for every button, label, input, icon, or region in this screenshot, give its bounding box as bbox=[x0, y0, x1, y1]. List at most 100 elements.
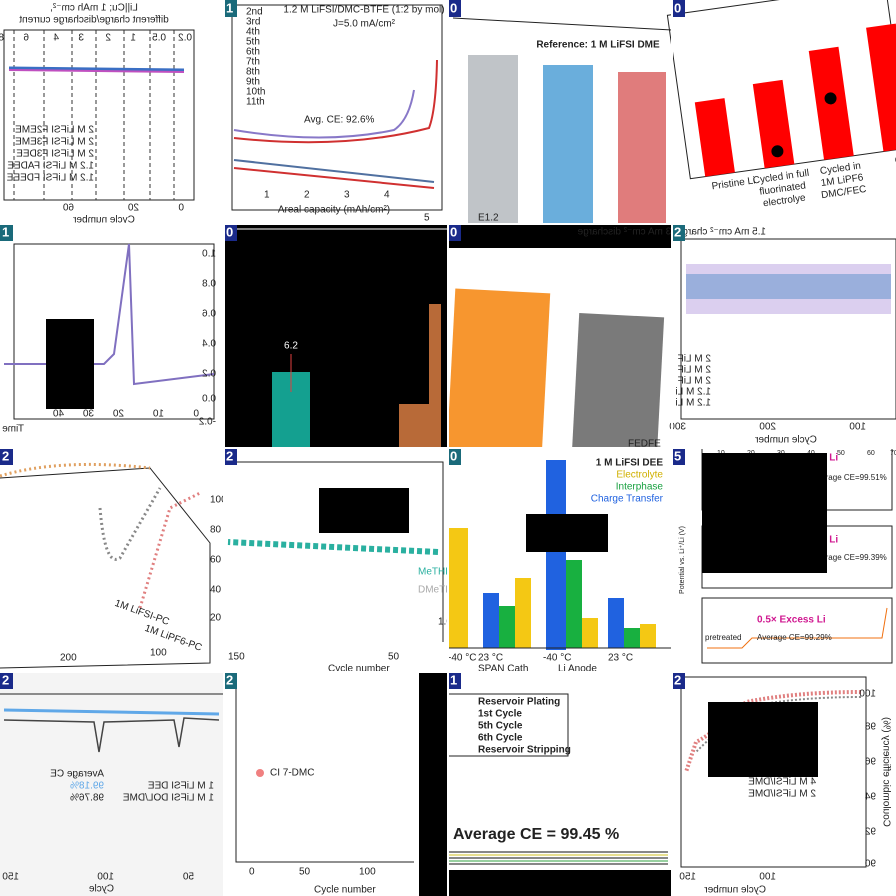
tile: Li||Cu; 1 mAh cm⁻², different charge/dis… bbox=[0, 0, 224, 226]
tile: 4 M LiFSI/DME 2 M LiFSI/DME Coulombic ef… bbox=[672, 672, 896, 896]
tile: Average CE 99.18% 98.76% 1 M LiFSI DEE 1… bbox=[0, 672, 224, 896]
annotation: Reference: 1 M LiFSI DME bbox=[536, 40, 660, 51]
tick: 1 bbox=[264, 190, 270, 201]
tile: 1.2 M LiFSI/DMC-BTFE (1:2 by mol) J=5.0 … bbox=[224, 0, 448, 224]
tick: 10 bbox=[152, 409, 164, 420]
tile: Time (h) 40 30 20 10 0 1.0 0.8 0.6 0.4 0… bbox=[0, 224, 224, 448]
tick: 0 bbox=[249, 867, 255, 878]
tick: 40 bbox=[210, 585, 222, 596]
tick: 50 bbox=[299, 867, 311, 878]
axis-label: Potential vs. Li⁺/Li (V) bbox=[679, 526, 686, 594]
tick: 0.5 bbox=[152, 33, 166, 44]
tick: 100 bbox=[97, 872, 114, 883]
tick: 60 bbox=[210, 555, 222, 566]
legend: 99.18% bbox=[70, 781, 104, 792]
legend: 1.2 M LiFSI FDEEE bbox=[6, 173, 94, 184]
tick: 5 bbox=[424, 213, 430, 224]
category: 23 °C bbox=[608, 653, 633, 664]
tick: 50 bbox=[182, 872, 194, 883]
badge-box bbox=[672, 672, 685, 689]
tick: 6 bbox=[23, 33, 29, 44]
badge-box bbox=[448, 448, 461, 465]
tick: 0.8 bbox=[202, 279, 216, 290]
legend: 5th bbox=[246, 37, 260, 48]
tick: -0.2 bbox=[198, 417, 216, 428]
tick: 92 bbox=[864, 827, 876, 838]
tile: Pristine Li Cycled in full fluorinated e… bbox=[666, 0, 896, 224]
label: Average CE=99.51% bbox=[812, 473, 887, 482]
tick: 94 bbox=[864, 792, 876, 803]
legend: 6th bbox=[246, 47, 260, 58]
badge-box bbox=[224, 224, 237, 241]
label: 0.5× Excess Li bbox=[757, 615, 826, 626]
category: Cycled in bbox=[894, 150, 896, 167]
tick: 100 bbox=[849, 422, 866, 433]
badge: 1 bbox=[226, 0, 233, 15]
tile: 1.5 mA cm⁻² charge, 3 mA cm⁻² discharge … bbox=[577, 224, 896, 448]
label: Average CE=99.29% bbox=[757, 633, 832, 642]
tile: 1 M LiFSI DEE Electrolyte Interphase Cha… bbox=[448, 448, 672, 675]
subtitle: J=5.0 mA/cm² bbox=[333, 19, 396, 30]
tick: 60 bbox=[867, 450, 875, 457]
tick: 4 bbox=[53, 33, 59, 44]
tick: 150 bbox=[679, 872, 696, 883]
tick: 30 bbox=[82, 409, 94, 420]
tick: 100 bbox=[759, 872, 776, 883]
tile: MeTHF/TTE DMeTHF/TTE 1.0 mA cm⁻², 1.0 mA… bbox=[224, 448, 562, 675]
legend: 2 M LiFSI/DME bbox=[748, 789, 816, 800]
axis-label: Cycle number bbox=[314, 885, 376, 896]
legend: 2 M LiF bbox=[678, 354, 711, 365]
group: SPAN Cath bbox=[478, 664, 528, 675]
label: pretreated bbox=[705, 633, 741, 642]
badge: 2 bbox=[674, 224, 681, 239]
badge-box bbox=[672, 0, 685, 17]
legend: 1.2 M Li bbox=[675, 387, 711, 398]
legend: CI 7-DMC bbox=[270, 768, 314, 779]
tick: 0.2 bbox=[202, 369, 216, 380]
badge: 0 bbox=[450, 0, 457, 15]
tick: 2 bbox=[304, 190, 310, 201]
legend: 1 M LiFSI DEE bbox=[596, 458, 664, 469]
tile: Reservoir Plating 1st Cycle 5th Cycle 6t… bbox=[447, 672, 672, 896]
category: 23 °C bbox=[478, 653, 503, 664]
title: 1.2 M LiFSI/DMC-BTFE (1:2 by mol) bbox=[283, 5, 444, 16]
legend: 2 M LiF bbox=[678, 376, 711, 387]
badge-box bbox=[224, 0, 237, 17]
tick: 70 bbox=[890, 450, 896, 457]
tick: 0 bbox=[193, 409, 199, 420]
legend: 1.2 M Li bbox=[675, 398, 711, 409]
tick: 8 bbox=[0, 33, 4, 44]
legend: 4 M LiFSI/DME bbox=[748, 777, 816, 788]
tick: 100 bbox=[859, 689, 876, 700]
tile: Excess Li Average CE=99.51% Excess Li Av… bbox=[672, 447, 896, 672]
title: Li||Cu; 1 mAh cm⁻², bbox=[50, 3, 138, 14]
legend: 4th bbox=[246, 27, 260, 38]
annotation: Average CE = 99.45 % bbox=[453, 826, 619, 843]
axis-label: Cycle number bbox=[328, 664, 390, 675]
axis-label: Cycle bbox=[89, 884, 114, 895]
axis-label: Areal capacity (mAh/cm²) bbox=[278, 205, 390, 216]
badge: 0 bbox=[450, 448, 457, 463]
legend: 1st Cycle bbox=[478, 709, 522, 720]
tick: 20 bbox=[210, 613, 222, 624]
legend: 2nd bbox=[246, 7, 263, 18]
tick: 0.0 bbox=[202, 394, 216, 405]
tick: 1 bbox=[130, 33, 136, 44]
legend: Charge Transfer bbox=[591, 494, 664, 505]
legend: 5th Cycle bbox=[478, 721, 523, 732]
annotation: Avg. CE: 92.6% bbox=[304, 115, 375, 126]
legend: 2 M LiFSI F3EME bbox=[15, 137, 94, 148]
tick: 100 bbox=[150, 648, 167, 659]
badge-box bbox=[0, 672, 13, 689]
badge-box bbox=[448, 224, 461, 241]
tick: 200 bbox=[60, 653, 77, 664]
tick: 300 bbox=[669, 422, 686, 433]
legend: MeTHF/TTE bbox=[418, 567, 473, 578]
legend: 11th bbox=[246, 97, 265, 108]
tick: 2 bbox=[105, 33, 111, 44]
data-label: 6.2 bbox=[284, 341, 298, 352]
tick: 0.4 bbox=[202, 339, 216, 350]
legend: 8th bbox=[246, 67, 260, 78]
axis-label: Time (h) bbox=[0, 424, 24, 435]
legend: 2 M LiF bbox=[678, 365, 711, 376]
